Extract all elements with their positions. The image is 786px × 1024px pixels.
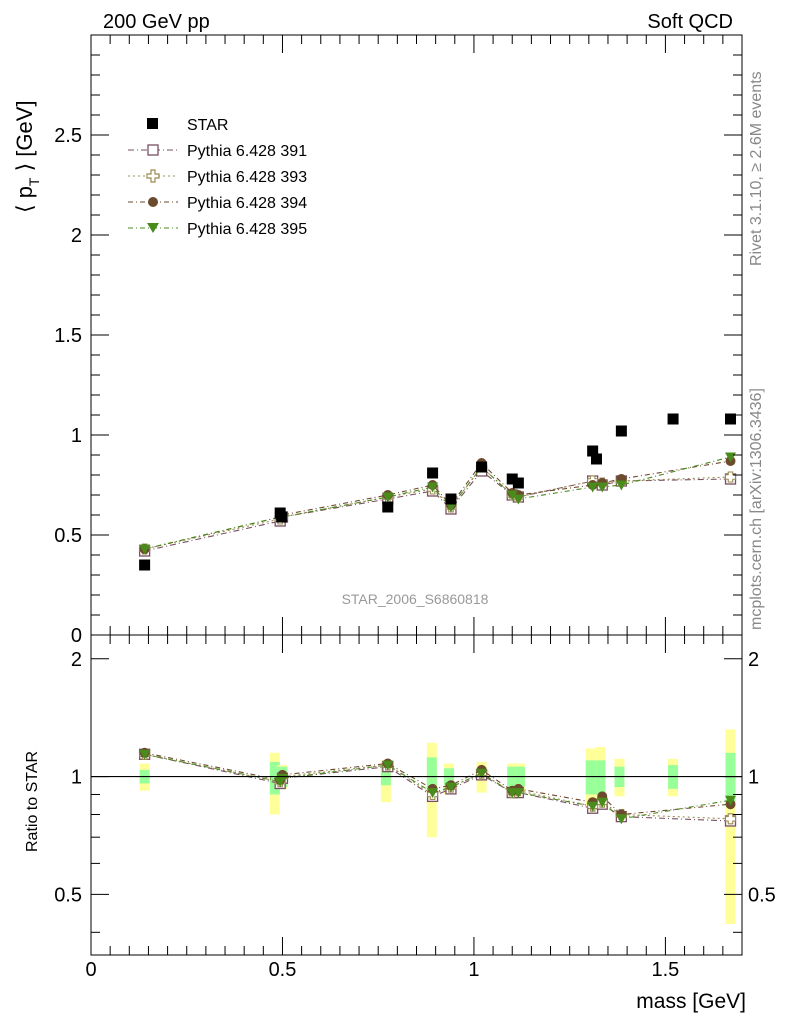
y-tick-label: 1 (71, 425, 82, 447)
header-right: Soft QCD (647, 11, 733, 33)
marker-triangle (476, 768, 488, 779)
ratio-y-axis-label: Ratio to STAR (24, 751, 41, 852)
y-tick-label: 0 (71, 625, 82, 647)
ratio-line-3 (144, 753, 731, 820)
legend-star-label: STAR (187, 117, 228, 134)
star-point (139, 559, 151, 571)
ratio-frame (90, 634, 743, 956)
marker-triangle (615, 814, 627, 825)
ylabel-tail: ⟩ [GeV] (12, 100, 37, 177)
marker-triangle (587, 482, 599, 493)
marker-triangle (615, 480, 627, 491)
star-point (667, 413, 679, 425)
y-tick-label: 2 (71, 225, 82, 247)
main-series-layer (138, 413, 737, 571)
legend-label-393: Pythia 6.428 393 (187, 169, 307, 186)
ratio-line-1 (144, 753, 731, 820)
legend-marker-395 (147, 223, 159, 233)
legend-label-395: Pythia 6.428 395 (187, 221, 307, 238)
marker-triangle (139, 749, 151, 760)
marker-cross (724, 471, 737, 483)
marker-triangle (445, 782, 457, 793)
y-tick-label: 2.5 (54, 125, 82, 147)
ratio-bands (139, 729, 736, 925)
marker-triangle (427, 482, 439, 493)
ratio-band-inner (595, 760, 606, 795)
marker-triangle (725, 795, 737, 806)
x-tick-label: 1 (468, 959, 479, 981)
legend-star-marker (147, 118, 158, 129)
marker-cross (724, 813, 737, 825)
legend-marker-394 (148, 197, 158, 207)
ratio-band-outer (725, 729, 736, 925)
ratio-band-inner (585, 760, 596, 795)
legend-marker-391 (147, 144, 159, 156)
marker-triangle (512, 494, 524, 505)
star-point (615, 425, 627, 437)
star-point (590, 453, 602, 465)
marker-triangle (587, 801, 599, 812)
ratio-band-inner (725, 752, 736, 805)
star-point (445, 493, 457, 505)
x-axis-label: mass [GeV] (636, 990, 746, 1013)
star-point (276, 511, 288, 523)
legend-label-394: Pythia 6.428 394 (187, 195, 307, 212)
ratio-series-layer (138, 747, 737, 827)
main-y-axis-label: ⟨ pT ⟩ [GeV] (12, 100, 42, 213)
x-tick-label: 1.5 (652, 959, 680, 981)
star-point (506, 473, 518, 485)
ratio-y-tick-label: 0.5 (54, 884, 82, 906)
legend: STAR Pythia 6.428 391 Pythia 6.428 393 P… (128, 117, 307, 238)
star-point (382, 501, 394, 513)
analysis-id: STAR_2006_S6860818 (342, 591, 489, 607)
ratio-y-tick-label-right: 1 (748, 767, 759, 789)
x-tick-label: 0 (85, 959, 96, 981)
star-point (512, 477, 524, 489)
mcplots-label: mcplots.cern.ch [arXiv:1306.3436] (748, 388, 765, 630)
marker-triangle (506, 490, 518, 501)
marker-triangle (427, 788, 439, 799)
star-point (587, 445, 599, 457)
rivet-label: Rivet 3.1.10, ≥ 2.6M events (748, 71, 765, 266)
ratio-line-0 (144, 753, 731, 822)
legend-label-391: Pythia 6.428 391 (187, 143, 307, 160)
star-point (427, 467, 439, 479)
marker-triangle (512, 788, 524, 799)
ratio-y-tick-label-right: 2 (748, 649, 759, 671)
x-tick-label: 0.5 (269, 959, 297, 981)
star-point (725, 413, 737, 425)
marker-triangle (596, 482, 608, 493)
legend-marker-393 (146, 169, 160, 183)
marker-triangle (596, 797, 608, 808)
ratio-band-inner (426, 757, 437, 791)
y-tick-label: 0.5 (54, 525, 82, 547)
axes-layer: 0 0.5 1 1.5 0 0.5 1 1.5 2 2.5 0.5 0.5 1 1 2 2 (54, 34, 776, 981)
star-point (476, 461, 488, 473)
ratio-line-2 (144, 752, 731, 816)
marker-triangle (139, 544, 151, 555)
ylabel-sub: T (26, 177, 42, 186)
ratio-y-tick-label: 1 (71, 767, 82, 789)
ratio-y-tick-label-right: 0.5 (748, 884, 776, 906)
header-left: 200 GeV pp (103, 11, 210, 33)
y-tick-label: 1.5 (54, 325, 82, 347)
marker-triangle (445, 502, 457, 513)
marker-triangle (382, 760, 394, 771)
marker-triangle (382, 492, 394, 503)
series-line-1 (144, 466, 731, 550)
ylabel-main: ⟨ p (12, 186, 37, 213)
ratio-y-tick-label: 2 (71, 649, 82, 671)
